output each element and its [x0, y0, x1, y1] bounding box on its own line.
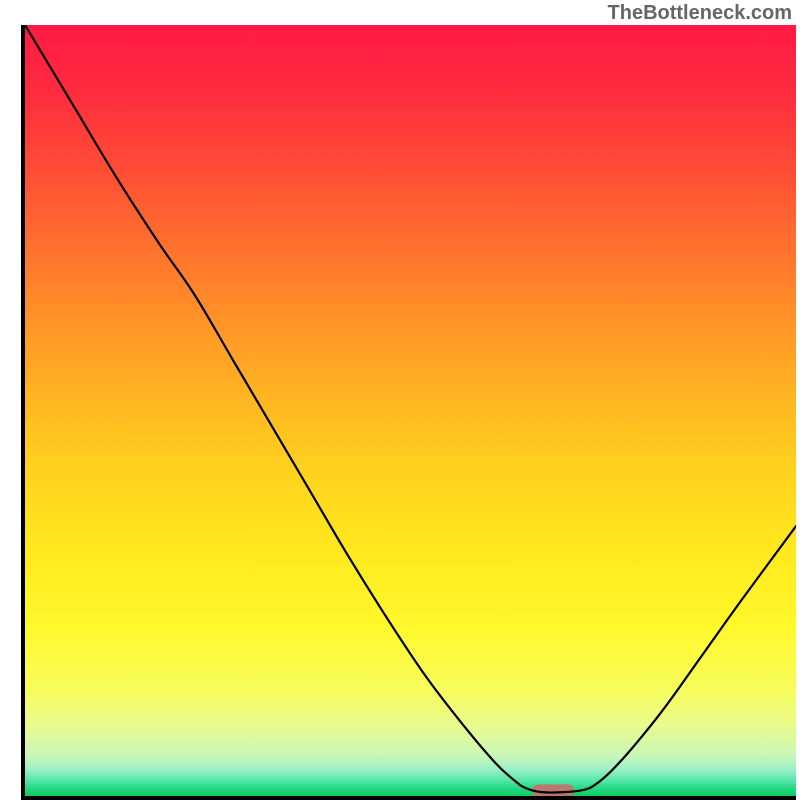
plot-area: [25, 25, 796, 796]
y-axis-line: [21, 25, 25, 800]
x-axis-line: [21, 796, 796, 800]
gradient-background: [25, 25, 796, 796]
optimal-marker: [532, 784, 574, 796]
watermark-text: TheBottleneck.com: [608, 2, 792, 25]
chart-container: TheBottleneck.com: [0, 0, 800, 800]
